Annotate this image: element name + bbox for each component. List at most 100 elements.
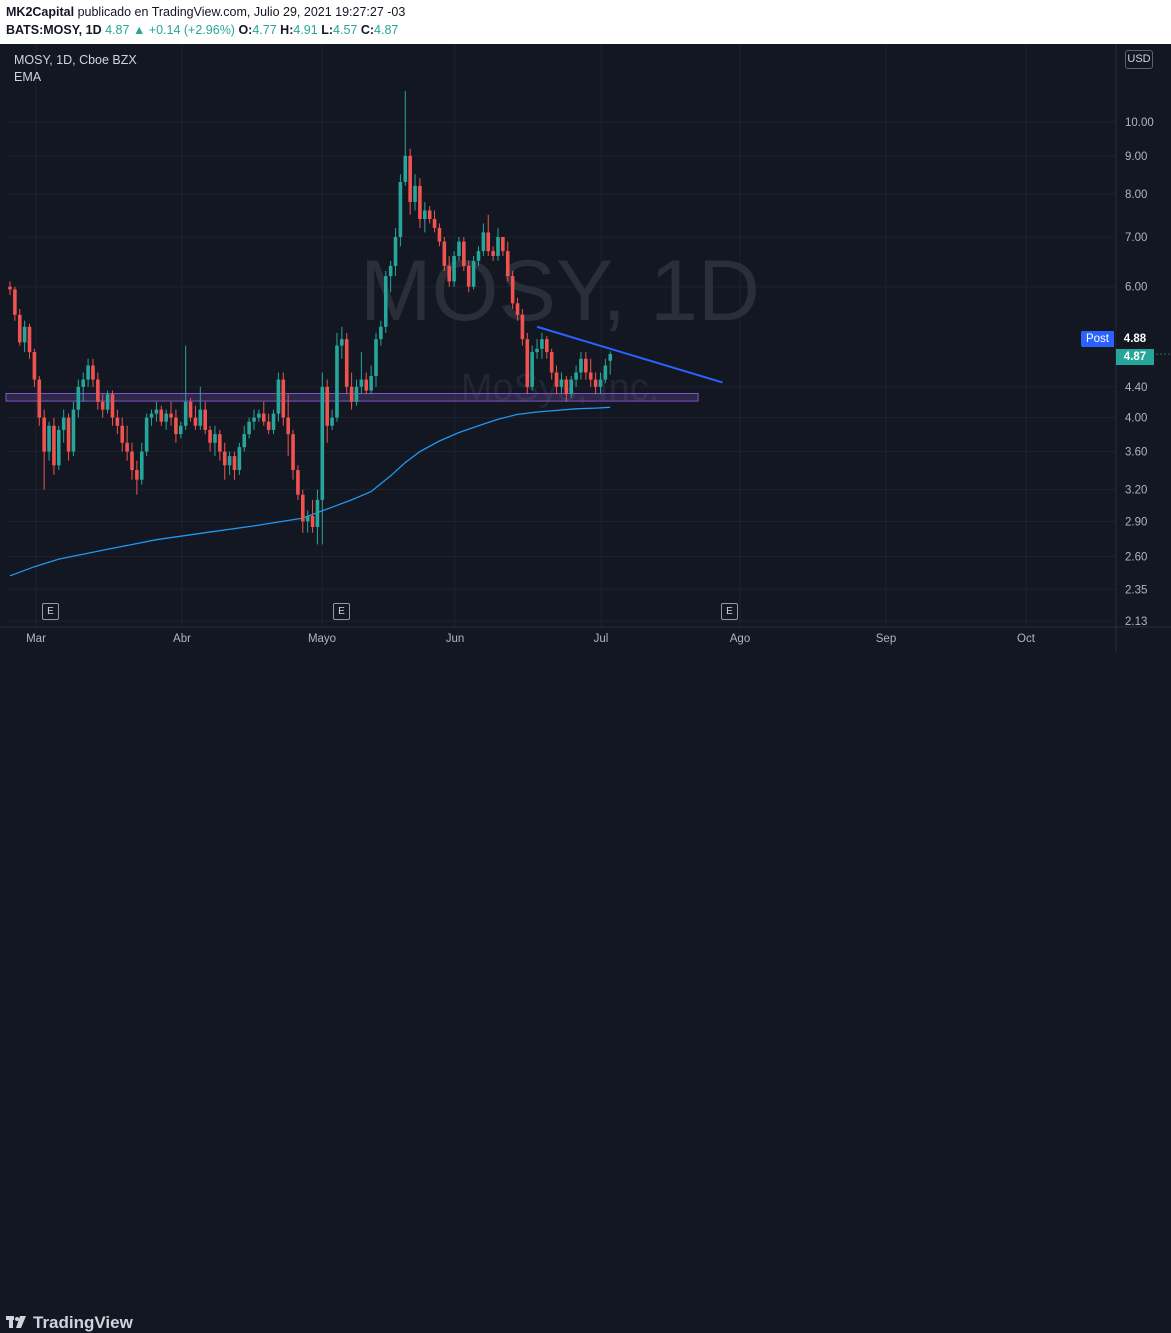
- candle-body: [374, 339, 378, 377]
- chart-svg: MOSY, 1D MoSys, Inc. 10.00 9.00 8.00 7.00 6.…: [0, 44, 1171, 652]
- price-tick-label: 4.40: [1125, 382, 1147, 394]
- candle-body: [261, 413, 266, 422]
- candle-body: [120, 425, 125, 443]
- candle-body: [135, 470, 139, 480]
- candle-body: [139, 451, 144, 480]
- watermark: MOSY, 1D MoSys, Inc.: [360, 243, 760, 409]
- candle-body: [457, 241, 461, 256]
- candle-body: [315, 499, 320, 528]
- candle-body: [37, 379, 42, 418]
- candle-body: [564, 379, 569, 395]
- candle-body: [486, 232, 491, 252]
- publish-header: MK2Capital publicado en TradingView.com,…: [0, 0, 1171, 44]
- candle-body: [462, 241, 466, 266]
- publish-date: publicado en TradingView.com, Julio 29, …: [77, 5, 406, 19]
- tradingview-logo[interactable]: TradingView: [6, 1313, 133, 1333]
- legend-symbol[interactable]: MOSY, 1D, Cboe BZX: [14, 53, 137, 67]
- candle-body: [501, 236, 505, 252]
- candle-body: [398, 181, 403, 237]
- candle-body: [22, 326, 27, 343]
- legend-indicator[interactable]: EMA: [14, 70, 42, 84]
- tradingview-brand: TradingView: [33, 1313, 133, 1332]
- candle-body: [559, 379, 564, 387]
- candle-body: [100, 401, 105, 410]
- candle-body: [447, 265, 451, 282]
- candle-body: [257, 413, 261, 418]
- candle-body: [579, 358, 583, 373]
- ema-path: [9, 406, 611, 577]
- time-tick-label: Jul: [594, 633, 609, 645]
- candle-body: [130, 451, 134, 471]
- candle-body: [520, 314, 525, 340]
- candle-body: [505, 251, 510, 277]
- candle-body: [598, 379, 603, 387]
- candles: [8, 91, 613, 545]
- candle-body: [301, 494, 305, 522]
- low-label: L:: [321, 23, 334, 37]
- candle-body: [364, 379, 369, 391]
- earnings-marker[interactable]: E: [42, 603, 59, 620]
- candle-body: [540, 339, 544, 349]
- candle-body: [86, 365, 90, 380]
- currency-button[interactable]: USD: [1125, 50, 1153, 69]
- trendline[interactable]: [536, 325, 723, 384]
- candle-body: [530, 352, 534, 387]
- price-tick-label: 2.13: [1125, 616, 1147, 628]
- candle-body: [481, 232, 486, 252]
- candle-body: [276, 379, 281, 414]
- candle-body: [330, 417, 334, 426]
- price-tick-label: 2.35: [1125, 584, 1147, 596]
- candle-body: [466, 265, 471, 287]
- price-tick-label: 3.60: [1125, 447, 1147, 459]
- earnings-marker[interactable]: E: [721, 603, 738, 620]
- low-value: 4.57: [333, 23, 358, 37]
- candle-body: [32, 352, 37, 380]
- candle-body: [213, 434, 217, 443]
- candle-body: [413, 185, 417, 203]
- candle-body: [525, 339, 530, 387]
- candle-body: [383, 276, 388, 327]
- candle-body: [423, 210, 427, 220]
- post-market-price: 4.88: [1116, 331, 1154, 347]
- trendline-path: [536, 325, 723, 384]
- candle-body: [61, 417, 66, 430]
- time-tick-label: Mayo: [308, 633, 336, 645]
- candle-body: [203, 409, 207, 430]
- time-tick-label: Abr: [173, 633, 191, 645]
- tradingview-logo-icon: [6, 1316, 26, 1328]
- watermark-ticker: MOSY, 1D: [360, 243, 760, 339]
- candle-body: [227, 456, 232, 466]
- candle-body: [393, 236, 398, 266]
- candle-body: [388, 265, 393, 277]
- symbol-interval: BATS:MOSY, 1D: [6, 23, 102, 37]
- candle-body: [471, 260, 476, 287]
- candle-body: [369, 376, 373, 391]
- earnings-marker[interactable]: E: [333, 603, 350, 620]
- author-name[interactable]: MK2Capital: [6, 5, 75, 19]
- candle-body: [359, 379, 364, 387]
- price-tick-label: 3.20: [1125, 485, 1147, 497]
- price-tick-label: 2.60: [1125, 552, 1147, 564]
- candle-body: [169, 413, 173, 418]
- high-value: 4.91: [293, 23, 318, 37]
- candle-body: [476, 251, 481, 261]
- candle-body: [588, 372, 593, 380]
- candle-body: [291, 434, 295, 471]
- candle-body: [266, 421, 271, 430]
- time-tick-label: Sep: [876, 633, 896, 645]
- candle-body: [442, 241, 447, 266]
- time-axis[interactable]: Mar Abr Mayo Jun Jul Ago Sep Oct: [26, 633, 1036, 645]
- price-tick-label: 7.00: [1125, 232, 1147, 244]
- candle-body: [110, 394, 115, 418]
- candle-body: [164, 413, 168, 422]
- candle-body: [349, 386, 354, 402]
- candle-body: [515, 303, 520, 315]
- close-value: 4.87: [105, 23, 130, 37]
- time-tick-label: Oct: [1017, 633, 1036, 645]
- candle-body: [603, 365, 608, 380]
- open-label: O:: [238, 23, 253, 37]
- price-tick-label: 4.00: [1125, 413, 1147, 425]
- footer: TradingView: [0, 652, 1171, 1332]
- price-axis[interactable]: 10.00 9.00 8.00 7.00 6.00 4.40 4.00 3.60 3.20 2.9…: [1116, 117, 1171, 628]
